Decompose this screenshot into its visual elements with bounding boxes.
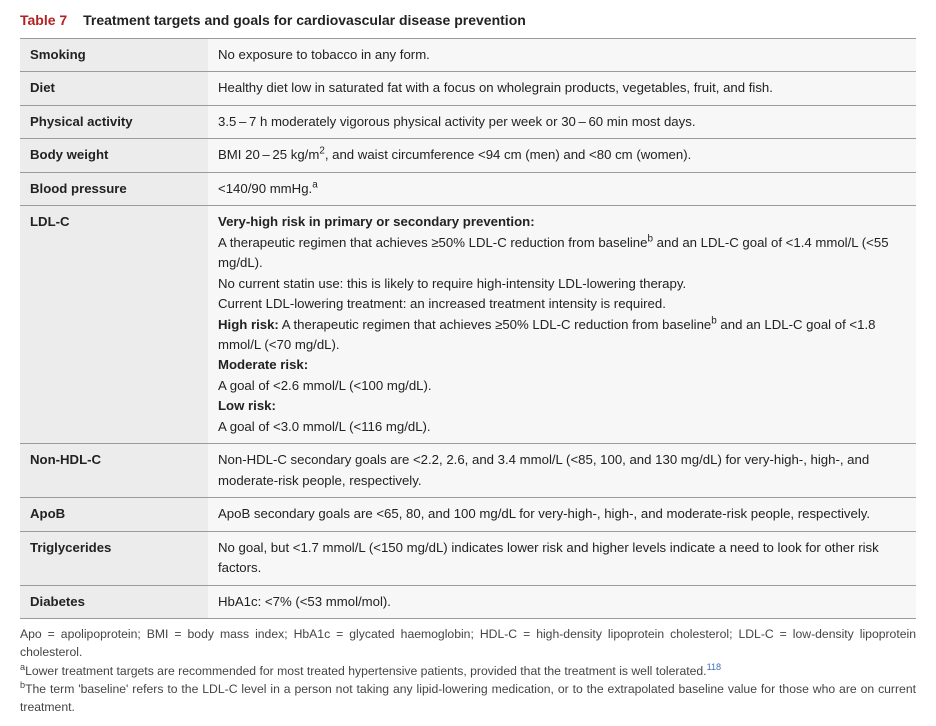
targets-table: Smoking No exposure to tobacco in any fo…: [20, 38, 916, 619]
table-row: Physical activity 3.5 – 7 h moderately v…: [20, 105, 916, 138]
table-row: ApoB ApoB secondary goals are <65, 80, a…: [20, 498, 916, 531]
footnote-abbrev: Apo = apolipoprotein; BMI = body mass in…: [20, 625, 916, 662]
table-row: Diabetes HbA1c: <7% (<53 mmol/mol).: [20, 585, 916, 618]
row-label-non-hdlc: Non-HDL-C: [20, 444, 208, 498]
table-row: Smoking No exposure to tobacco in any fo…: [20, 39, 916, 72]
footnote-b: bThe term 'baseline' refers to the LDL-C…: [20, 680, 916, 717]
table-row: Diet Healthy diet low in saturated fat w…: [20, 72, 916, 105]
row-label-trig: Triglycerides: [20, 531, 208, 585]
row-label-diabetes: Diabetes: [20, 585, 208, 618]
row-label-apob: ApoB: [20, 498, 208, 531]
row-value-apob: ApoB secondary goals are <65, 80, and 10…: [208, 498, 916, 531]
row-value-trig: No goal, but <1.7 mmol/L (<150 mg/dL) in…: [208, 531, 916, 585]
row-value-ldlc: Very-high risk in primary or secondary p…: [208, 206, 916, 444]
row-label-diet: Diet: [20, 72, 208, 105]
table-caption: Table 7 Treatment targets and goals for …: [20, 12, 916, 28]
row-value-physical: 3.5 – 7 h moderately vigorous physical a…: [208, 105, 916, 138]
row-value-diet: Healthy diet low in saturated fat with a…: [208, 72, 916, 105]
table-row: Body weight BMI 20 – 25 kg/m2, and waist…: [20, 139, 916, 172]
row-value-body-weight: BMI 20 – 25 kg/m2, and waist circumferen…: [208, 139, 916, 172]
row-label-body-weight: Body weight: [20, 139, 208, 172]
row-label-ldlc: LDL-C: [20, 206, 208, 444]
table-row: Triglycerides No goal, but <1.7 mmol/L (…: [20, 531, 916, 585]
table-row: LDL-C Very-high risk in primary or secon…: [20, 206, 916, 444]
row-value-smoking: No exposure to tobacco in any form.: [208, 39, 916, 72]
table-title: Treatment targets and goals for cardiova…: [83, 12, 526, 28]
table-row: Non-HDL-C Non-HDL-C secondary goals are …: [20, 444, 916, 498]
row-value-diabetes: HbA1c: <7% (<53 mmol/mol).: [208, 585, 916, 618]
table-label: Table 7: [20, 12, 67, 28]
row-value-bp: <140/90 mmHg.a: [208, 172, 916, 205]
row-label-smoking: Smoking: [20, 39, 208, 72]
row-label-physical: Physical activity: [20, 105, 208, 138]
row-value-non-hdlc: Non-HDL-C secondary goals are <2.2, 2.6,…: [208, 444, 916, 498]
row-label-bp: Blood pressure: [20, 172, 208, 205]
footnotes: Apo = apolipoprotein; BMI = body mass in…: [20, 625, 916, 716]
table-row: Blood pressure <140/90 mmHg.a: [20, 172, 916, 205]
footnote-a: aLower treatment targets are recommended…: [20, 662, 916, 680]
